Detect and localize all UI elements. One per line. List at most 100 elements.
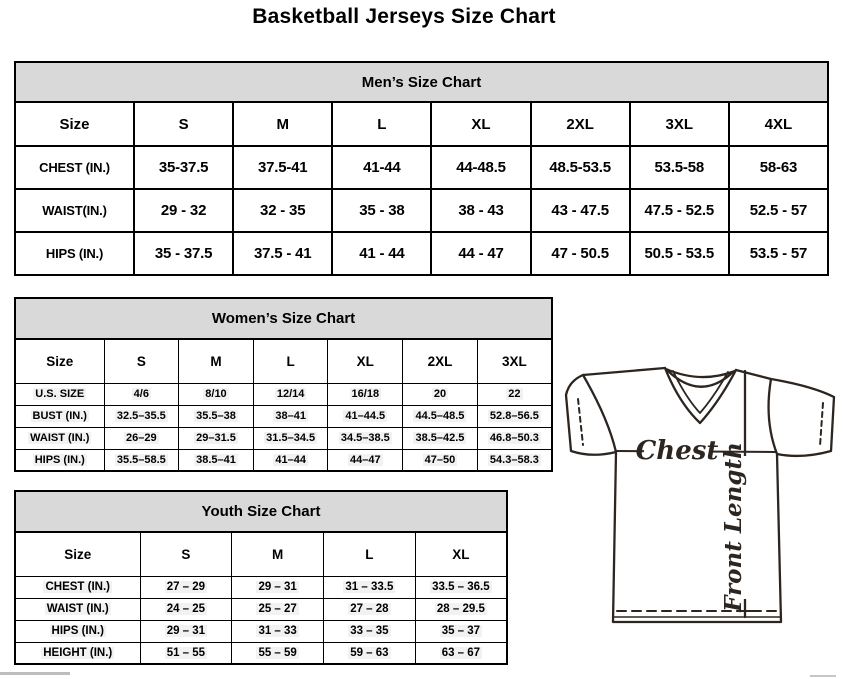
collar-v-outer bbox=[663, 366, 738, 425]
size-value-text: 38.5–41 bbox=[194, 453, 238, 466]
size-value: 38.5–42.5 bbox=[402, 426, 478, 450]
hscrollbar-thumb-left[interactable] bbox=[0, 672, 70, 675]
table-row: WAIST (IN.) 26–29 29–31.5 31.5–34.5 34.5… bbox=[14, 426, 553, 450]
col-header: 3XL bbox=[628, 101, 730, 147]
page-title: Basketball Jerseys Size Chart bbox=[252, 5, 556, 28]
size-value-text: 27 – 29 bbox=[164, 581, 208, 593]
row-label: WAIST(IN.) bbox=[14, 188, 135, 233]
size-value: 31 – 33 bbox=[231, 619, 324, 643]
size-value: 26–29 bbox=[103, 426, 180, 450]
row-label-text: HIPS (IN.) bbox=[32, 453, 87, 466]
size-value-text: 26–29 bbox=[124, 432, 159, 444]
row-label: HIPS (IN.) bbox=[14, 231, 135, 276]
row-label: HIPS (IN.) bbox=[14, 448, 105, 472]
size-value-text: 8/10 bbox=[203, 388, 229, 400]
col-header: M bbox=[231, 531, 324, 577]
size-value-text: 55 – 59 bbox=[256, 646, 299, 659]
womens-table-title-row: Women’s Size Chart bbox=[14, 297, 553, 340]
size-value-text: 38.5–42.5 bbox=[413, 432, 467, 444]
chest-label: Chest bbox=[636, 436, 719, 466]
size-value: 52.8–56.5 bbox=[476, 404, 553, 428]
size-value: 38–41 bbox=[252, 404, 329, 428]
size-value-text: 33.5 – 36.5 bbox=[430, 581, 492, 593]
col-header: L bbox=[252, 338, 329, 384]
size-value: 32 - 35 bbox=[232, 188, 334, 233]
youth-columns-row: Size S M L XL bbox=[14, 531, 508, 577]
size-value: 12/14 bbox=[252, 382, 329, 406]
row-label: WAIST (IN.) bbox=[14, 597, 141, 621]
size-value: 20 bbox=[402, 382, 478, 406]
row-label-text: HIPS (IN.) bbox=[49, 625, 106, 637]
size-value-text: 35.5–38 bbox=[194, 410, 238, 422]
table-row: WAIST(IN.) 29 - 32 32 - 35 35 - 38 38 - … bbox=[14, 188, 830, 233]
size-value-text: 44–47 bbox=[348, 453, 383, 466]
row-label: HEIGHT (IN.) bbox=[14, 641, 141, 665]
col-header: XL bbox=[414, 531, 508, 577]
row-label: U.S. SIZE bbox=[14, 382, 105, 406]
hscrollbar-fragment-right[interactable] bbox=[810, 675, 836, 677]
size-value: 29 – 31 bbox=[139, 619, 233, 643]
row-label: WAIST (IN.) bbox=[14, 426, 105, 450]
size-value: 35.5–38 bbox=[178, 404, 254, 428]
table-row: BUST (IN.) 32.5–35.5 35.5–38 38–41 41–44… bbox=[14, 404, 553, 428]
size-value: 51 – 55 bbox=[139, 641, 233, 665]
row-label-text: CHEST (IN.) bbox=[43, 581, 113, 593]
size-value: 54.3–58.3 bbox=[476, 448, 553, 472]
size-value: 52.5 - 57 bbox=[727, 188, 830, 233]
size-value-text: 44.5–48.5 bbox=[413, 410, 467, 422]
collar-v-inner bbox=[672, 370, 729, 414]
size-value-text: 41–44 bbox=[273, 453, 308, 466]
table-row: HEIGHT (IN.) 51 – 55 55 – 59 59 – 63 63 … bbox=[14, 641, 508, 665]
mens-columns-row: Size S M L XL 2XL 3XL 4XL bbox=[14, 101, 830, 147]
size-value-text: 25 – 27 bbox=[256, 603, 299, 615]
size-value: 44–47 bbox=[327, 448, 404, 472]
right-cuff-dashed-line bbox=[819, 402, 824, 447]
size-value-text: 31 – 33.5 bbox=[343, 581, 396, 593]
col-header: M bbox=[232, 101, 334, 147]
size-value: 59 – 63 bbox=[323, 641, 416, 665]
size-value: 37.5-41 bbox=[232, 145, 334, 190]
size-value: 33 – 35 bbox=[323, 619, 416, 643]
col-header: S bbox=[132, 101, 235, 147]
size-value: 47 - 50.5 bbox=[529, 231, 631, 276]
size-value-text: 29 – 31 bbox=[164, 625, 208, 637]
womens-table-title: Women’s Size Chart bbox=[14, 297, 553, 340]
jersey-diagram: Chest Front Length bbox=[564, 366, 836, 624]
row-label-text: WAIST (IN.) bbox=[28, 432, 92, 444]
col-header: S bbox=[139, 531, 233, 577]
size-value-text: 59 – 63 bbox=[348, 646, 391, 659]
size-value-text: 46.8–50.3 bbox=[487, 432, 541, 444]
size-value-text: 47–50 bbox=[422, 453, 458, 466]
size-value-text: 24 – 25 bbox=[164, 603, 208, 615]
size-value: 35 – 37 bbox=[414, 619, 508, 643]
size-value: 53.5 - 57 bbox=[727, 231, 830, 276]
size-value: 43 - 47.5 bbox=[529, 188, 631, 233]
size-value-text: 51 – 55 bbox=[164, 646, 208, 659]
col-header: XL bbox=[327, 338, 404, 384]
size-value: 41-44 bbox=[331, 145, 433, 190]
size-value: 37.5 - 41 bbox=[232, 231, 334, 276]
row-label: HIPS (IN.) bbox=[14, 619, 141, 643]
col-header: 2XL bbox=[529, 101, 631, 147]
size-value: 28 – 29.5 bbox=[414, 597, 508, 621]
table-row: HIPS (IN.) 29 – 31 31 – 33 33 – 35 35 – … bbox=[14, 619, 508, 643]
table-row: HIPS (IN.) 35.5–58.5 38.5–41 41–44 44–47… bbox=[14, 448, 553, 472]
size-value: 41–44.5 bbox=[327, 404, 404, 428]
front-length-label: Front Length bbox=[720, 442, 747, 613]
size-value: 8/10 bbox=[178, 382, 254, 406]
jersey-outline bbox=[564, 366, 836, 624]
size-value: 41 - 44 bbox=[331, 231, 433, 276]
size-value-text: 20 bbox=[431, 388, 449, 400]
row-label-text: HEIGHT (IN.) bbox=[41, 646, 115, 659]
table-row: WAIST (IN.) 24 – 25 25 – 27 27 – 28 28 –… bbox=[14, 597, 508, 621]
size-value-text: 35.5–58.5 bbox=[114, 453, 168, 466]
size-value-text: 52.8–56.5 bbox=[487, 410, 541, 422]
womens-columns-row: Size S M L XL 2XL 3XL bbox=[14, 338, 553, 384]
mens-table-title-row: Men’s Size Chart bbox=[14, 61, 829, 103]
size-value: 44 - 47 bbox=[430, 231, 532, 276]
youth-size-table: Youth Size Chart Size S M L XL CHEST (IN… bbox=[14, 490, 508, 665]
table-row: CHEST (IN.) 35-37.5 37.5-41 41-44 44-48.… bbox=[14, 145, 830, 190]
size-header: Size bbox=[14, 338, 105, 384]
size-header: Size bbox=[14, 101, 135, 147]
size-value-text: 31 – 33 bbox=[256, 625, 299, 637]
